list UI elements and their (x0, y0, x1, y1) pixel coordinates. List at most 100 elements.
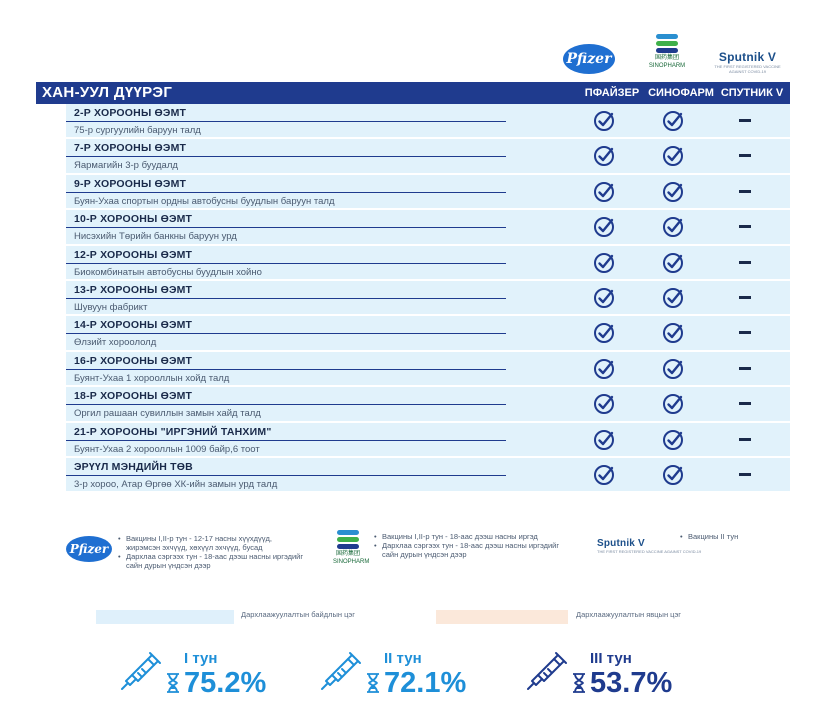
pfizer-available-check-icon (593, 287, 615, 309)
pfizer-available-check-icon (593, 252, 615, 274)
site-address: Буянт-Ухаа 2 хорооллын 1009 байр,6 тоот (74, 443, 260, 455)
row-divider (66, 404, 506, 406)
legend-pfizer-logo: Pfizer (66, 536, 112, 562)
dose-name: I тун (184, 650, 218, 667)
sinopharm-available-check-icon (662, 216, 684, 238)
legend-sinopharm-text: SINOPHARM (333, 559, 370, 565)
dose-stat: II тун 72.1% (318, 645, 488, 705)
table-row: 18-Р ХОРООНЫ ӨЭМТ Оргил рашаан сувиллын з… (66, 387, 790, 423)
row-divider (66, 297, 506, 299)
site-address: 3-р хороо, Атар Өргөө ХК-ийн замын урд т… (74, 478, 278, 490)
table-row: 7-Р ХОРООНЫ ӨЭМТ Яармагийн 3-р буудалд (66, 139, 790, 175)
legend-sputnik-item: Вакцины II тун (680, 532, 790, 541)
dose-stat: I тун 75.2% (118, 645, 288, 705)
syringe-icon (121, 652, 161, 690)
row-divider (66, 474, 506, 476)
pfizer-logo: Pfizer (563, 44, 615, 74)
sputnik-unavailable-dash-icon (739, 331, 751, 335)
pfizer-available-check-icon (593, 322, 615, 344)
pfizer-available-check-icon (593, 110, 615, 132)
target-swatch (96, 610, 234, 624)
row-divider (66, 156, 506, 158)
sputnik-unavailable-dash-icon (739, 154, 751, 158)
legend-sputnik-sub: THE FIRST REGISTERED VACCINE AGAINST COV… (597, 549, 702, 554)
site-address: Яармагийн 3-р буудалд (74, 160, 178, 172)
legend-pfizer-list: Вакцины I,II-р тун - 12-17 насны хүүхдүү… (118, 534, 308, 570)
sputnik-unavailable-dash-icon (739, 366, 751, 370)
region-title: ХАН-УУЛ ДҮҮРЭГ (42, 84, 173, 101)
column-header-pfizer: ПФАЙЗЕР (584, 87, 640, 99)
sputnik-unavailable-dash-icon (739, 225, 751, 229)
legend-sinopharm-item: Дархлаа сэргээх тун - 18-аас дээш насны … (374, 541, 574, 559)
target-swatch-label: Дархлаажуулалтын байдлын цэг (241, 610, 355, 619)
dose-percentage: 53.7% (590, 667, 673, 699)
legend: Pfizer Вакцины I,II-р тун - 12-17 насны … (60, 528, 800, 578)
sinopharm-mark-icon (337, 530, 359, 550)
row-divider (66, 439, 506, 441)
legend-sinopharm-logo: 国药集团 SINOPHARM (333, 530, 370, 566)
table-row: ЭРҮҮЛ МЭНДИЙН ТӨВ 3-р хороо, Атар Өргөө Х… (66, 457, 790, 494)
vaccine-logos: Pfizer 国药集团 SINOPHARM Sputnik V THE FIRS… (555, 30, 795, 80)
pfizer-available-check-icon (593, 358, 615, 380)
sputnik-logo-sub: THE FIRST REGISTERED VACCINE AGAINST COV… (714, 64, 781, 74)
legend-sputnik-list: Вакцины II тун (680, 532, 790, 541)
syringe-icon (527, 652, 567, 690)
site-title: 9-Р ХОРООНЫ ӨЭМТ (74, 177, 187, 190)
site-title: ЭРҮҮЛ МЭНДИЙН ТӨВ (74, 460, 193, 473)
site-title: 7-Р ХОРООНЫ ӨЭМТ (74, 142, 187, 155)
site-address: Буянт-Ухаа 1 хорооллын хойд талд (74, 372, 230, 384)
syringe-icon (321, 652, 361, 690)
site-address: Өлзийт хороололд (74, 337, 157, 349)
row-divider (66, 333, 506, 335)
site-title: 18-Р ХОРООНЫ ӨЭМТ (74, 390, 193, 403)
sinopharm-logo-cn: 国药集团 (654, 55, 679, 61)
sputnik-unavailable-dash-icon (739, 119, 751, 122)
table-row: 16-Р ХОРООНЫ ӨЭМТ Буянт-Ухаа 1 хорооллын … (66, 351, 790, 388)
hourglass-icon (167, 673, 179, 693)
pfizer-available-check-icon (593, 429, 615, 451)
sputnik-unavailable-dash-icon (739, 189, 751, 193)
pfizer-available-check-icon (593, 145, 615, 167)
row-divider (66, 227, 506, 229)
column-header-sputnik: СПУТНИК V (720, 87, 784, 99)
sinopharm-available-check-icon (662, 181, 684, 203)
sinopharm-available-check-icon (662, 287, 684, 309)
site-title: 12-Р ХОРООНЫ ӨЭМТ (74, 248, 193, 261)
legend-pfizer-item: Вакцины I,II-р тун - 12-17 насны хүүхдүү… (118, 534, 308, 552)
column-header-sinopharm: СИНОФАРМ (648, 87, 714, 99)
current-swatch-label: Дархлаажуулалтын явцын цэг (576, 610, 682, 619)
table-row: 10-Р ХОРООНЫ ӨЭМТ Нисэхийн Төрийн банкны … (66, 210, 790, 246)
site-title: 16-Р ХОРООНЫ ӨЭМТ (74, 354, 193, 367)
table-row: 14-Р ХОРООНЫ ӨЭМТ Өлзийт хороололд (66, 316, 790, 352)
site-title: 14-Р ХОРООНЫ ӨЭМТ (74, 319, 193, 332)
table-row: 12-Р ХОРООНЫ ӨЭМТ Биокомбинатын автобусны… (66, 245, 790, 281)
table-row: 21-Р ХОРООНЫ "ИРГЭНИЙ ТАНХИМ" Буянт-Ухаа … (66, 422, 790, 458)
pfizer-available-check-icon (593, 181, 615, 203)
legend-sinopharm-cn: 国药集团 (335, 551, 360, 557)
current-swatch-fill (436, 610, 568, 624)
sinopharm-available-check-icon (662, 252, 684, 274)
dose-name: II тун (384, 650, 422, 667)
sinopharm-available-check-icon (662, 393, 684, 415)
table-row: 2-Р ХОРООНЫ ӨЭМТ 75-р сургуулийн баруун т… (66, 104, 790, 140)
sinopharm-available-check-icon (662, 322, 684, 344)
hourglass-icon (367, 673, 379, 693)
hourglass-icon (573, 673, 585, 693)
dose-stat: III тун 53.7% (524, 645, 694, 705)
legend-sputnik-logo: Sputnik V THE FIRST REGISTERED VACCINE A… (597, 538, 701, 554)
site-address: Нисэхийн Төрийн банкны баруун урд (74, 231, 237, 243)
sinopharm-logo-text: SINOPHARM (648, 63, 686, 69)
sinopharm-available-check-icon (662, 464, 684, 486)
row-divider (66, 191, 506, 193)
site-title: 13-Р ХОРООНЫ ӨЭМТ (74, 283, 193, 296)
table-row: 13-Р ХОРООНЫ ӨЭМТ Шувуун фабрикт (66, 280, 790, 317)
legend-sinopharm-item: Вакцины I,II-р тун - 18-аас дээш насны и… (374, 532, 574, 541)
sinopharm-available-check-icon (662, 429, 684, 451)
pfizer-available-check-icon (593, 464, 615, 486)
dose-percentage: 75.2% (184, 667, 267, 699)
row-divider (66, 368, 506, 370)
site-address: 75-р сургуулийн баруун талд (74, 125, 201, 136)
site-address: Буян-Ухаа спортын ордны автобусны буудлы… (74, 195, 335, 207)
legend-sinopharm-list: Вакцины I,II-р тун - 18-аас дээш насны и… (374, 532, 574, 559)
dose-percentage: 72.1% (384, 667, 467, 699)
